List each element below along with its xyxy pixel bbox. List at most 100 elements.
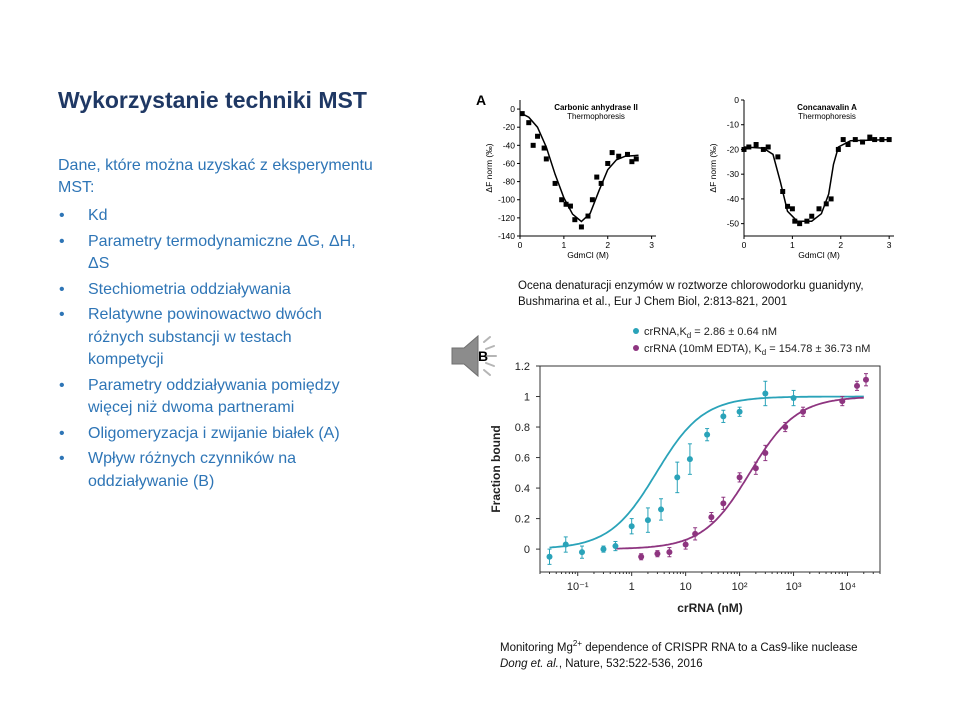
binding-y-axis-label: Fraction bound (489, 425, 503, 512)
concanavalin-data-point (809, 213, 815, 219)
binding-x-axis-label: crRNA (nM) (677, 601, 743, 615)
concanavalin-data-point (852, 137, 858, 143)
figure-b-panel-label: B (478, 348, 489, 364)
carbonic-y-tick-label: -60 (503, 158, 516, 168)
concanavalin-data-point (765, 144, 771, 150)
figure-b: 0 0.2 0.4 0.6 0.8 1 1.2 10⁻¹ 1 10 10² 10³ 10⁴ crRNA (… (489, 326, 881, 615)
carbonic-y-tick-label: -80 (503, 177, 516, 187)
concanavalin-chart-title: Concanavalin A (797, 103, 857, 112)
concanavalin-data-point (746, 144, 752, 150)
data-point-crrna-edta (654, 550, 661, 557)
concanavalin-x-axis-label: GdmCl (M) (798, 250, 840, 260)
carbonic-y-tick-label: -140 (498, 231, 515, 241)
concanavalin-data-point (860, 139, 866, 145)
carbonic-x-tick-label: 1 (562, 240, 567, 250)
carbonic-x-tick-label: 0 (518, 240, 523, 250)
concanavalin-data-point (828, 196, 834, 202)
binding-x-tick-label: 10³ (786, 581, 802, 593)
data-point-crrna-edta (708, 514, 715, 521)
fit-line-crrna (549, 395, 864, 549)
concanavalin-data-point (840, 137, 846, 143)
carbonic-chart-title: Carbonic anhydrase II (554, 103, 638, 112)
slide-intro: Dane, które można uzyskać z eksperymentu… (58, 157, 373, 196)
data-point-crrna (736, 408, 743, 415)
carbonic-x-tick-label: 3 (649, 240, 654, 250)
concanavalin-y-tick-label: -10 (727, 120, 740, 130)
concanavalin-data-point (775, 154, 781, 160)
carbonic-data-point (598, 180, 604, 186)
legend-entry-crrna: crRNA,Kd = 2.86 ± 0.64 nM (644, 326, 777, 340)
carbonic-data-point (578, 224, 584, 230)
figure-b-caption-superscript: 2+ (572, 639, 582, 648)
speaker-icon[interactable] (446, 328, 512, 384)
concanavalin-x-tick-label: 2 (838, 240, 843, 250)
binding-y-tick-label: 0 (524, 544, 530, 556)
figure-b-caption-middle: dependence of CRISPR RNA to a Cas9-like … (582, 641, 858, 654)
carbonic-y-tick-label: -20 (503, 122, 516, 132)
binding-x-tick-label: 1 (629, 581, 635, 593)
data-point-crrna-edta (800, 408, 807, 415)
concanavalin-data-point (780, 188, 786, 194)
concanavalin-data-point (789, 206, 795, 212)
carbonic-x-tick-label: 2 (605, 240, 610, 250)
data-point-crrna-edta (839, 398, 846, 405)
binding-y-tick-label: 1.2 (515, 361, 530, 373)
concanavalin-data-point (867, 134, 873, 140)
data-point-crrna (720, 413, 727, 420)
carbonic-data-point (559, 197, 565, 203)
binding-plot-frame (539, 365, 881, 573)
data-point-crrna-edta (854, 382, 861, 389)
data-point-crrna-edta (692, 530, 699, 537)
binding-x-tick-label: 10 (680, 581, 692, 593)
figure-b-caption-suffix: , Nature, 532:522-536, 2016 (558, 657, 703, 670)
legend-name: crRNA (10mM EDTA), K (644, 343, 762, 355)
legend-subscript: d (687, 331, 691, 340)
carbonic-data-point (589, 197, 595, 203)
data-point-crrna (762, 390, 769, 397)
concanavalin-data-point (879, 137, 885, 143)
data-point-crrna (790, 395, 797, 402)
concanavalin-chart-subtitle: Thermophoresis (798, 112, 856, 121)
carbonic-data-point (629, 159, 635, 165)
concanavalin-data-point (872, 137, 878, 143)
carbonic-data-point (530, 142, 536, 148)
legend-marker (633, 328, 639, 334)
data-point-crrna-edta (666, 549, 673, 556)
carbonic-data-point (552, 180, 558, 186)
data-point-crrna (686, 456, 693, 463)
data-point-crrna (546, 553, 553, 560)
data-point-crrna-edta (638, 553, 645, 560)
concanavalin-data-point (760, 146, 766, 152)
concanavalin-data-point (792, 218, 798, 224)
carbonic-y-tick-label: 0 (510, 104, 515, 114)
data-point-crrna (674, 474, 681, 481)
slide-title: Wykorzystanie techniki MST (58, 87, 367, 113)
concanavalin-y-tick-label: -50 (727, 219, 740, 229)
data-point-crrna (628, 523, 635, 530)
data-point-crrna-edta (736, 474, 743, 481)
bullet-item-factors: Wpływ różnych czynników na oddziaływanie… (58, 448, 358, 493)
bullet-item-competition: Relatywne powinowactwo dwóch różnych sub… (58, 304, 358, 372)
bullet-item-oligomerization: Oligomeryzacja i zwijanie białek (A) (58, 423, 358, 446)
concanavalin-x-tick-label: 1 (790, 240, 795, 250)
binding-y-tick-label: 0.4 (515, 483, 530, 495)
legend-subscript: d (762, 348, 766, 357)
legend-value: = 154.78 ± 36.73 nM (766, 343, 870, 355)
data-point-crrna-edta (782, 424, 789, 431)
data-point-crrna (658, 506, 665, 513)
carbonic-data-point (535, 133, 541, 139)
bullet-item-kd: Kd (58, 205, 358, 228)
carbonic-fit-line (519, 112, 639, 223)
carbonic-data-point (585, 213, 591, 219)
binding-x-tick-label: 10⁻¹ (567, 581, 589, 593)
binding-x-tick-label: 10⁴ (839, 581, 856, 593)
carbonic-data-point (526, 120, 532, 126)
chart-crrna-binding: 0 0.2 0.4 0.6 0.8 1 1.2 10⁻¹ 1 10 10² 10³ 10⁴ crRNA (… (489, 326, 881, 615)
concanavalin-data-point (797, 221, 803, 227)
carbonic-data-point (594, 174, 600, 180)
carbonic-data-point (624, 151, 630, 157)
chart-concanavalin: 0 -10 -20 -30 -40 -50 0 1 2 3 GdmCl (M) ΔF norm (‰)… (708, 95, 894, 260)
concanavalin-data-point (741, 146, 747, 152)
binding-y-tick-label: 0.8 (515, 422, 530, 434)
